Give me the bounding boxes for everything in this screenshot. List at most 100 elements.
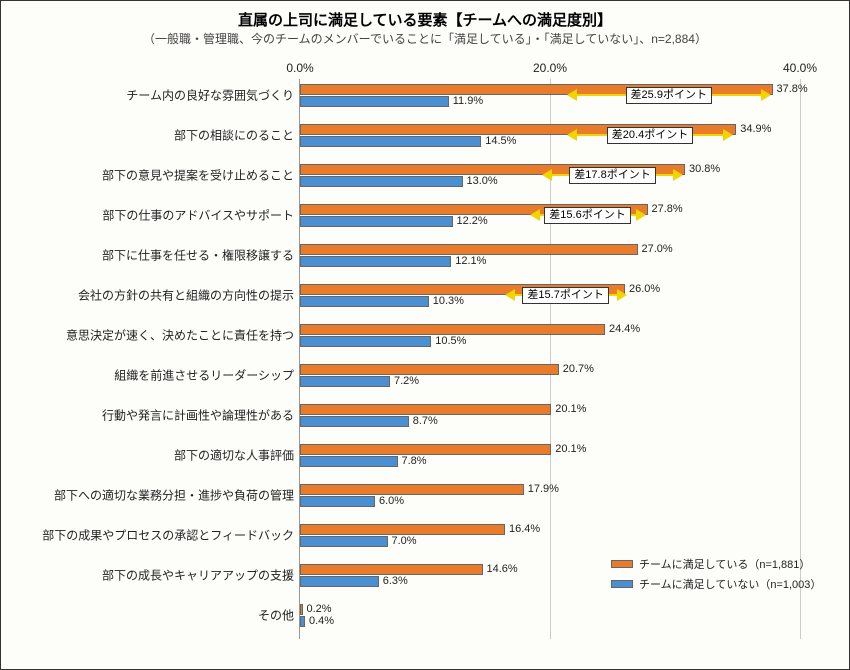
- bar-value-label: 37.8%: [777, 83, 808, 95]
- bar-satisfied: [300, 484, 524, 495]
- bar-value-label: 20.1%: [555, 403, 586, 415]
- bar-value-label: 16.4%: [509, 523, 540, 535]
- category-label: 部下の相談にのること: [174, 127, 300, 144]
- category-label: 意思決定が速く、決めたことに責任を持つ: [66, 327, 300, 344]
- legend-label: チームに満足していない（n=1,003）: [639, 576, 821, 592]
- bar-unsatisfied: [300, 216, 453, 227]
- bar-unsatisfied: [300, 576, 379, 587]
- legend-label: チームに満足している（n=1,881）: [639, 556, 810, 572]
- bar-value-label: 6.3%: [383, 575, 408, 587]
- bar-satisfied: [300, 244, 638, 255]
- bar-unsatisfied: [300, 296, 429, 307]
- bar-unsatisfied: [300, 456, 398, 467]
- bar-value-label: 27.8%: [652, 203, 683, 215]
- bar-unsatisfied: [300, 376, 390, 387]
- legend-item: チームに満足している（n=1,881）: [611, 556, 821, 572]
- bar-value-label: 30.8%: [689, 163, 720, 175]
- diff-label: 差20.4ポイント: [607, 127, 693, 144]
- diff-label: 差15.7ポイント: [522, 287, 608, 304]
- category-label: 会社の方針の共有と組織の方向性の提示: [78, 287, 300, 304]
- category-label: その他: [258, 607, 300, 624]
- bar-value-label: 10.3%: [433, 295, 464, 307]
- bar-satisfied: [300, 604, 303, 615]
- bar-satisfied: [300, 444, 551, 455]
- bar-satisfied: [300, 564, 483, 575]
- category-label: 部下の仕事のアドバイスやサポート: [102, 207, 300, 224]
- diff-label: 差25.9ポイント: [626, 87, 712, 104]
- category-label: チーム内の良好な雰囲気づくり: [126, 87, 300, 104]
- legend-swatch-icon: [611, 580, 633, 588]
- bar-satisfied: [300, 364, 559, 375]
- difference-callout: 差20.4ポイント: [575, 127, 725, 143]
- bar-unsatisfied: [300, 416, 409, 427]
- x-tick-label: 0.0%: [286, 61, 313, 75]
- bar-value-label: 12.2%: [457, 215, 488, 227]
- category-label: 部下の意見や提案を受け止めること: [102, 167, 300, 184]
- category-label: 部下の成長やキャリアアップの支援: [102, 567, 300, 584]
- legend-item: チームに満足していない（n=1,003）: [611, 576, 821, 592]
- bar-value-label: 0.4%: [309, 615, 334, 627]
- category-label: 部下の適切な人事評価: [174, 447, 300, 464]
- chart-title: 直属の上司に満足している要素【チームへの満足度別】: [1, 9, 849, 30]
- bar-value-label: 26.0%: [629, 283, 660, 295]
- bar-value-label: 20.7%: [563, 363, 594, 375]
- bar-value-label: 20.1%: [555, 443, 586, 455]
- bar-value-label: 12.1%: [455, 255, 486, 267]
- bar-unsatisfied: [300, 336, 431, 347]
- bar-unsatisfied: [300, 96, 449, 107]
- plot-region: 0.0%20.0%40.0%チーム内の良好な雰囲気づくり37.8%11.9%差2…: [299, 79, 799, 639]
- bar-unsatisfied: [300, 536, 388, 547]
- bar-value-label: 6.0%: [379, 495, 404, 507]
- chart-area: 0.0%20.0%40.0%チーム内の良好な雰囲気づくり37.8%11.9%差2…: [1, 79, 849, 639]
- chart-subtitle: （一般職・管理職、今のチームのメンバーでいることに「満足している」・「満足してい…: [1, 30, 849, 47]
- diff-arrow-right-icon: [693, 134, 725, 136]
- chart-frame: 直属の上司に満足している要素【チームへの満足度別】 （一般職・管理職、今のチーム…: [0, 0, 850, 670]
- bar-value-label: 0.2%: [307, 603, 332, 615]
- bar-value-label: 7.2%: [394, 375, 419, 387]
- bar-satisfied: [300, 524, 505, 535]
- bar-unsatisfied: [300, 256, 451, 267]
- bar-unsatisfied: [300, 496, 375, 507]
- bar-value-label: 7.8%: [402, 455, 427, 467]
- category-label: 部下への適切な業務分担・進捗や負荷の管理: [54, 487, 300, 504]
- category-label: 部下の成果やプロセスの承認とフィードバック: [42, 527, 300, 544]
- diff-arrow-left-icon: [550, 174, 569, 176]
- diff-arrow-right-icon: [631, 214, 638, 216]
- bar-value-label: 34.9%: [740, 123, 771, 135]
- diff-label: 差15.6ポイント: [544, 207, 630, 224]
- bar-value-label: 24.4%: [609, 323, 640, 335]
- bar-unsatisfied: [300, 136, 481, 147]
- bar-value-label: 8.7%: [413, 415, 438, 427]
- x-tick-label: 40.0%: [783, 61, 817, 75]
- diff-arrow-right-icon: [609, 294, 619, 296]
- category-label: 組織を前進させるリーダーシップ: [114, 367, 300, 384]
- difference-callout: 差15.6ポイント: [538, 207, 638, 223]
- diff-arrow-right-icon: [656, 174, 675, 176]
- diff-arrow-left-icon: [575, 94, 626, 96]
- bar-value-label: 11.9%: [453, 95, 483, 107]
- bar-value-label: 17.9%: [528, 483, 559, 495]
- difference-callout: 差17.8ポイント: [550, 167, 675, 183]
- bar-unsatisfied: [300, 616, 305, 627]
- bar-satisfied: [300, 324, 605, 335]
- diff-arrow-left-icon: [575, 134, 607, 136]
- gridline: [800, 79, 801, 639]
- difference-callout: 差15.7ポイント: [513, 287, 619, 303]
- legend: チームに満足している（n=1,881） チームに満足していない（n=1,003）: [611, 556, 821, 596]
- bar-value-label: 10.5%: [435, 335, 466, 347]
- category-label: 行動や発言に計画性や論理性がある: [102, 407, 300, 424]
- diff-arrow-left-icon: [538, 214, 545, 216]
- x-tick-label: 20.0%: [533, 61, 567, 75]
- category-label: 部下に仕事を任せる・権限移譲する: [102, 247, 300, 264]
- bar-satisfied: [300, 404, 551, 415]
- difference-callout: 差25.9ポイント: [575, 87, 763, 103]
- bar-unsatisfied: [300, 176, 463, 187]
- bar-value-label: 14.5%: [485, 135, 516, 147]
- bar-value-label: 27.0%: [642, 243, 673, 255]
- diff-label: 差17.8ポイント: [569, 167, 655, 184]
- legend-swatch-icon: [611, 560, 633, 568]
- bar-value-label: 7.0%: [392, 535, 417, 547]
- bar-value-label: 14.6%: [487, 563, 518, 575]
- diff-arrow-right-icon: [712, 94, 763, 96]
- bar-value-label: 13.0%: [467, 175, 498, 187]
